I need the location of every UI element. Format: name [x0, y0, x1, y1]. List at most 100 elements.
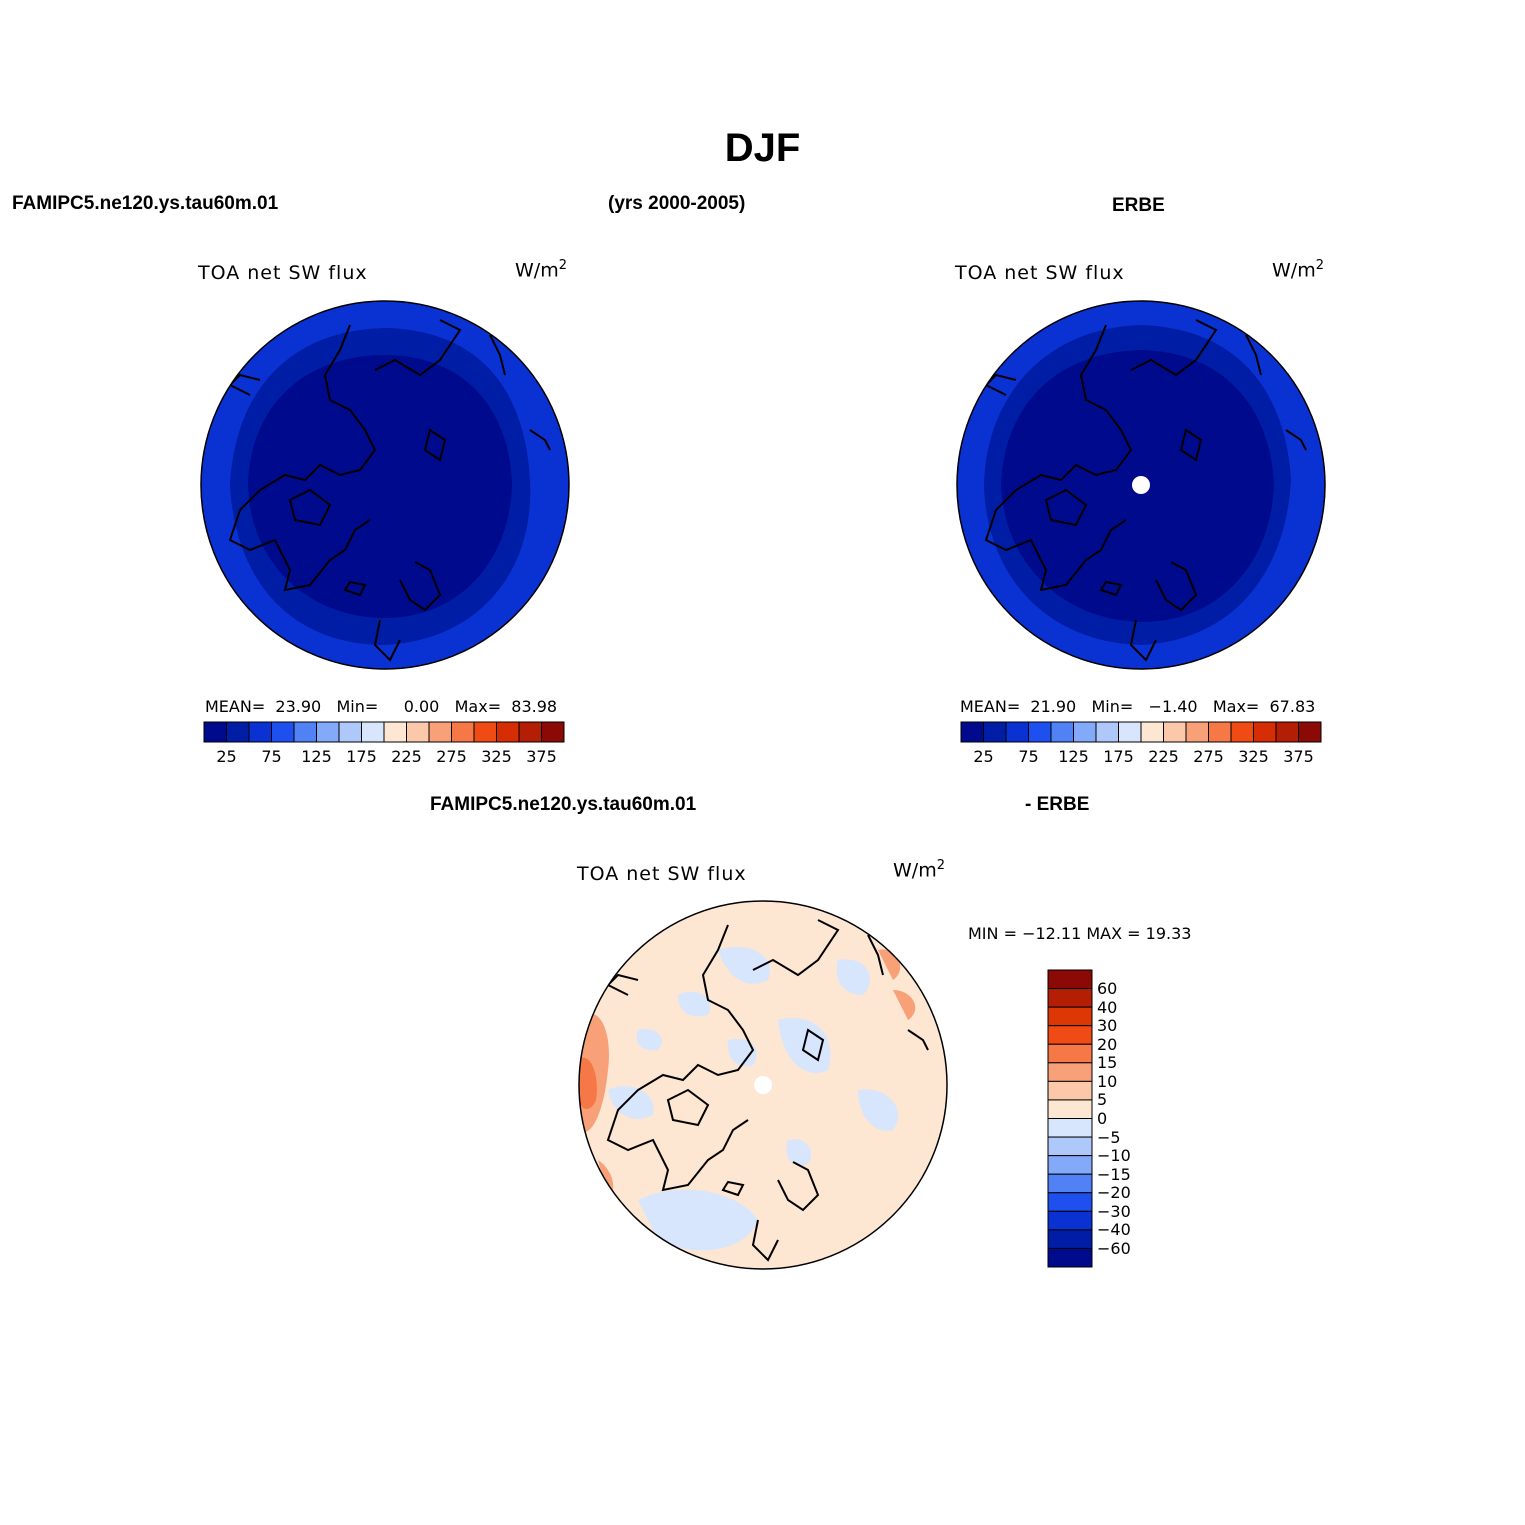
- diff-colorbar-bin: [1047, 1229, 1093, 1249]
- obs-colorbar-bin: [1275, 721, 1299, 743]
- model-colorbar-bin: [496, 721, 520, 743]
- figure-title: DJF: [724, 126, 801, 170]
- model-map-boundary: [200, 300, 570, 670]
- obs-colorbar-bin: [960, 721, 984, 743]
- diff-colorbar-bin: [1047, 988, 1093, 1008]
- model-field-inner: [248, 355, 512, 618]
- diff-colorbar-bin: [1047, 1025, 1093, 1045]
- obs-cbar-tick: 25: [973, 747, 994, 766]
- model-cbar-tick: 175: [346, 747, 377, 766]
- obs-colorbar: [960, 721, 1322, 743]
- model-colorbar-bin: [383, 721, 407, 743]
- obs-coastlines: [984, 319, 1307, 662]
- diff-colorbar-bin: [1047, 1043, 1093, 1064]
- model-colorbar-bin: [226, 721, 250, 743]
- diff-cbar-tick: 5: [1097, 1090, 1108, 1109]
- obs-cbar-tick: 75: [1018, 747, 1039, 766]
- right-header: ERBE: [1112, 195, 1165, 216]
- diff-polar-map: [578, 900, 948, 1270]
- diff-header-left: FAMIPC5.ne120.ys.tau60m.01: [430, 794, 697, 815]
- obs-colorbar-bin: [1073, 721, 1097, 743]
- model-colorbar-bin: [338, 721, 362, 743]
- model-colorbar-bin: [316, 721, 340, 743]
- model-colorbar-bin: [451, 721, 475, 743]
- diff-colorbar-bin: [1047, 969, 1093, 990]
- model-colorbar-bin: [541, 721, 565, 743]
- obs-cbar-tick: 125: [1058, 747, 1089, 766]
- diff-colorbar-bin: [1047, 1118, 1093, 1138]
- diff-cbar-tick: 0: [1097, 1109, 1108, 1128]
- diff-map-boundary: [578, 900, 948, 1270]
- diff-cbar-tick: 20: [1097, 1035, 1118, 1054]
- diff-colorbar-bin: [1047, 1062, 1093, 1082]
- diff-unit-label: W/m2: [893, 858, 945, 882]
- obs-colorbar-bin: [1050, 721, 1074, 743]
- obs-colorbar-bin: [1095, 721, 1119, 743]
- diff-colorbar-bin: [1047, 1192, 1093, 1212]
- model-cbar-tick: 225: [391, 747, 422, 766]
- diff-plot-title: TOA net SW flux: [577, 863, 747, 885]
- diff-coastlines: [606, 919, 929, 1262]
- diff-colorbar-bin: [1047, 1155, 1093, 1175]
- diff-cbar-tick: −40: [1097, 1220, 1131, 1239]
- model-cbar-tick: 325: [481, 747, 512, 766]
- model-cbar-tick: 375: [526, 747, 557, 766]
- diff-colorbar-ticks: 60 40 30 20 15 10 5 0 −5 −10 −15 −20 −30…: [1097, 970, 1157, 1267]
- model-stats: MEAN= 23.90 Min= 0.00 Max= 83.98: [205, 697, 558, 716]
- model-colorbar-bin: [293, 721, 317, 743]
- obs-colorbar-bin: [1208, 721, 1232, 743]
- model-colorbar: [203, 721, 565, 743]
- diff-cbar-tick: 10: [1097, 1072, 1118, 1091]
- obs-colorbar-ticks: 25 75 125 175 225 275 325 375: [961, 747, 1321, 767]
- model-colorbar-bin: [473, 721, 497, 743]
- obs-colorbar-bin: [983, 721, 1007, 743]
- model-plot-title: TOA net SW flux: [198, 262, 368, 284]
- diff-cbar-tick: −15: [1097, 1165, 1131, 1184]
- diff-cbar-tick: −60: [1097, 1239, 1131, 1258]
- diff-colorbar-bin: [1047, 1247, 1093, 1268]
- diff-colorbar-bin: [1047, 1006, 1093, 1027]
- obs-plot-title: TOA net SW flux: [955, 262, 1125, 284]
- diff-max-region: [579, 1057, 597, 1109]
- model-cbar-tick: 275: [436, 747, 467, 766]
- obs-cbar-tick: 225: [1148, 747, 1179, 766]
- obs-colorbar-bin: [1140, 721, 1164, 743]
- model-colorbar-bin: [203, 721, 227, 743]
- diff-colorbar-bin: [1047, 1210, 1093, 1231]
- obs-cbar-tick: 325: [1238, 747, 1269, 766]
- model-colorbar-bin: [361, 721, 385, 743]
- diff-colorbar-bin: [1047, 1136, 1093, 1157]
- model-cbar-tick: 75: [261, 747, 282, 766]
- center-header: (yrs 2000-2005): [608, 193, 746, 214]
- obs-cbar-tick: 275: [1193, 747, 1224, 766]
- obs-pole-missing: [1132, 476, 1150, 494]
- obs-colorbar-bin: [1298, 721, 1322, 743]
- model-unit-label: W/m2: [515, 258, 567, 282]
- diff-colorbar-bin: [1047, 1173, 1093, 1194]
- obs-colorbar-bin: [1230, 721, 1254, 743]
- diff-pole-missing: [754, 1076, 772, 1094]
- model-polar-map: [200, 300, 570, 670]
- model-cbar-tick: 25: [216, 747, 237, 766]
- diff-cbar-tick: −5: [1097, 1128, 1121, 1147]
- obs-cbar-tick: 175: [1103, 747, 1134, 766]
- diff-negative-regions: [608, 946, 899, 1251]
- diff-cbar-tick: 60: [1097, 979, 1118, 998]
- obs-unit-label: W/m2: [1272, 258, 1324, 282]
- diff-cbar-tick: 40: [1097, 998, 1118, 1017]
- obs-colorbar-bin: [1185, 721, 1209, 743]
- obs-map-boundary: [956, 300, 1326, 670]
- diff-header-right: - ERBE: [1025, 794, 1090, 815]
- diff-cbar-tick: −10: [1097, 1146, 1131, 1165]
- model-colorbar-bin: [271, 721, 295, 743]
- obs-colorbar-bin: [1005, 721, 1029, 743]
- diff-cbar-tick: 30: [1097, 1016, 1118, 1035]
- diff-cbar-tick: 15: [1097, 1053, 1118, 1072]
- model-colorbar-bin: [248, 721, 272, 743]
- obs-colorbar-bin: [1028, 721, 1052, 743]
- model-coastlines: [228, 319, 551, 662]
- obs-stats: MEAN= 21.90 Min= −1.40 Max= 67.83: [960, 697, 1316, 716]
- model-colorbar-bin: [518, 721, 542, 743]
- left-header: FAMIPC5.ne120.ys.tau60m.01: [12, 193, 279, 214]
- diff-colorbar: [1047, 969, 1093, 1268]
